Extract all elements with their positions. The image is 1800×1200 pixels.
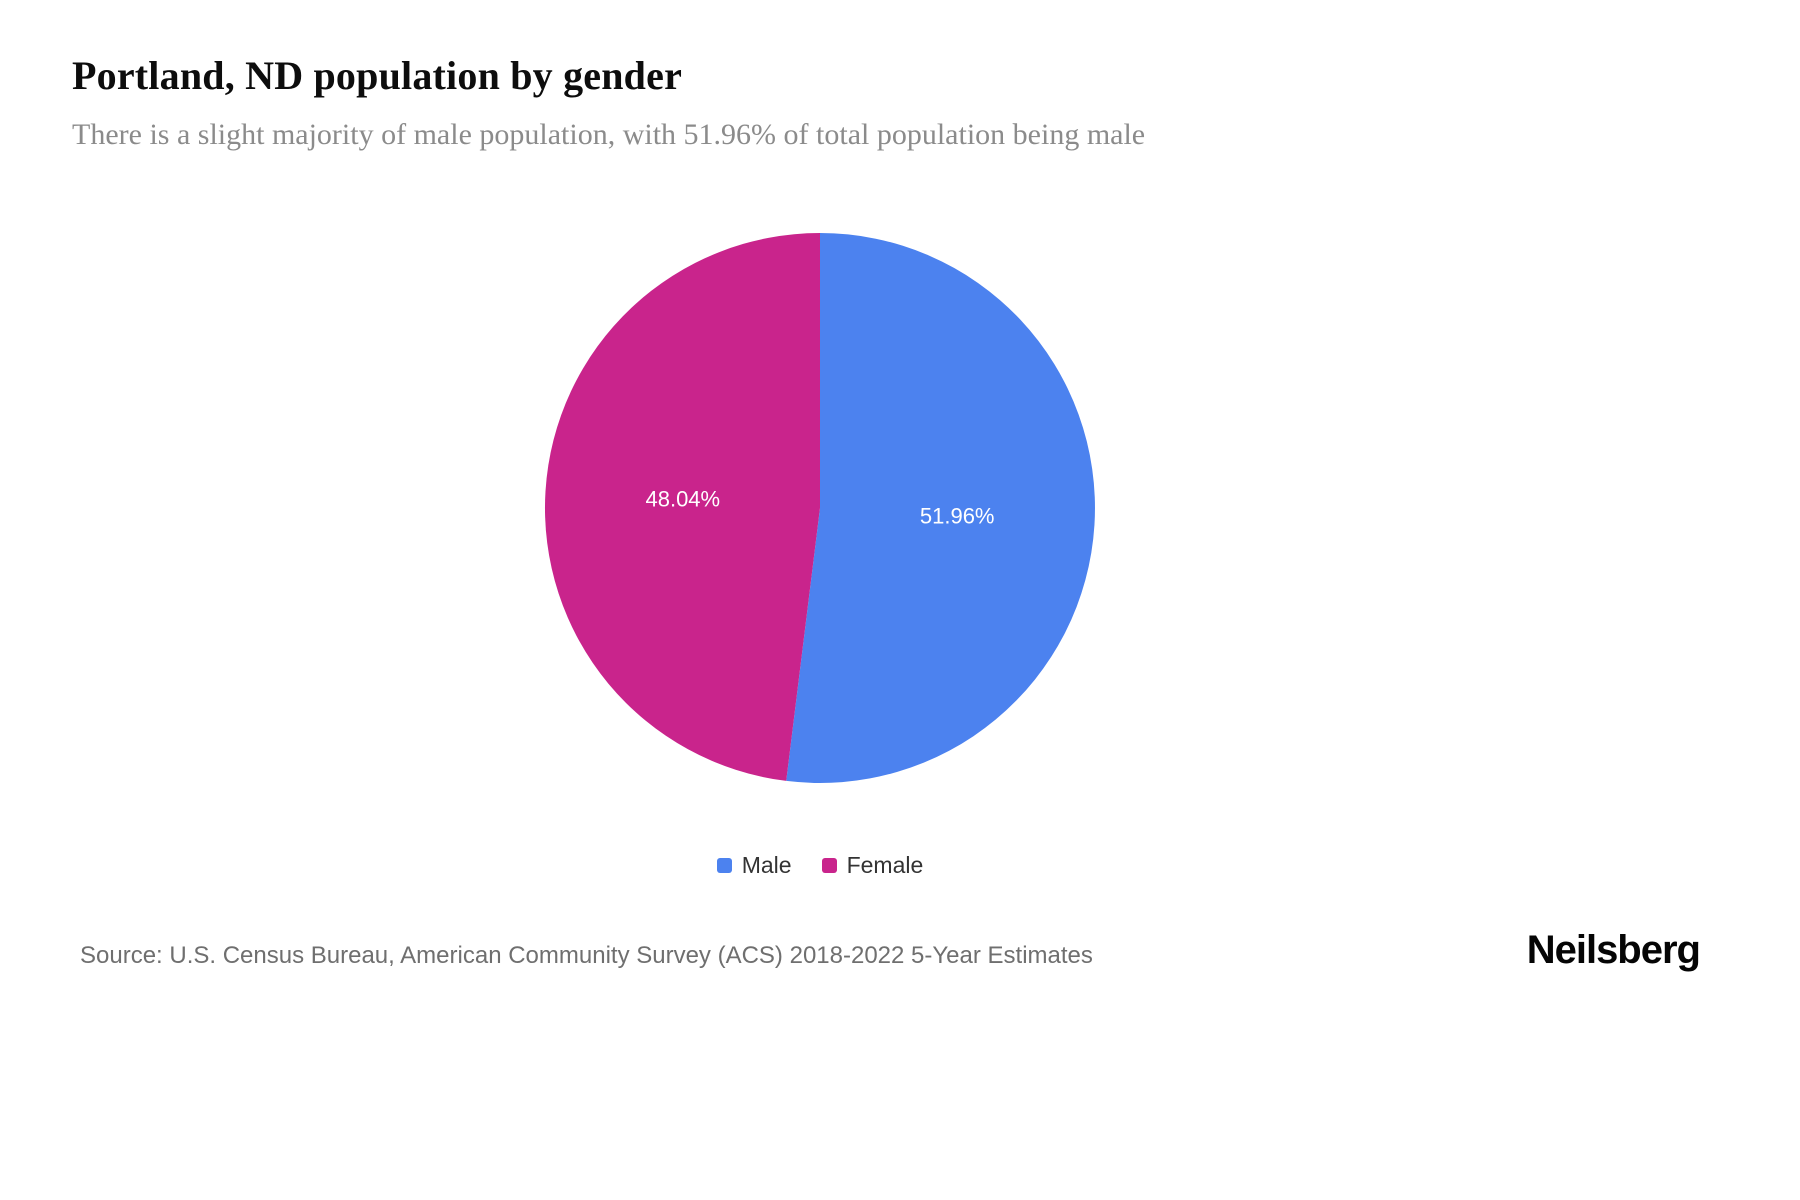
chart-subtitle: There is a slight majority of male popul…	[72, 118, 1146, 151]
source-note: Source: U.S. Census Bureau, American Com…	[80, 942, 1093, 969]
legend-swatch-male	[716, 858, 732, 873]
pie-slice-label-female: 48.04%	[645, 487, 720, 512]
brand-logo: Neilsberg	[1526, 928, 1701, 972]
legend-item-male[interactable]: Male	[716, 852, 792, 879]
pie-slice-male[interactable]	[786, 233, 1095, 783]
legend-label-female: Female	[846, 852, 924, 878]
pie-chart: 51.96% 48.04%	[470, 158, 1170, 858]
legend-item-female[interactable]: Female	[821, 852, 924, 879]
pie-slice-female[interactable]	[544, 232, 820, 781]
pie-chart-svg: 51.96% 48.04%	[544, 232, 1095, 783]
legend-swatch-female	[821, 858, 837, 873]
pie-slice-label-male: 51.96%	[920, 504, 995, 529]
chart-title: Portland, ND population by gender	[72, 53, 683, 98]
legend-label-male: Male	[741, 852, 792, 878]
chart-legend: Male Female	[0, 852, 1640, 879]
